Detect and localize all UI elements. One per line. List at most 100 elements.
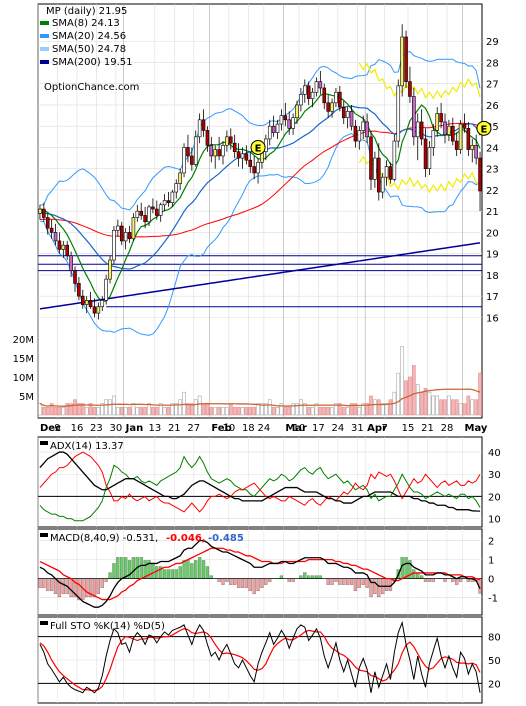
candle-body	[435, 113, 439, 131]
macd-signal-line	[39, 547, 481, 601]
earnings-marker	[250, 139, 266, 155]
macd-histogram-bar	[201, 560, 206, 579]
candle	[213, 145, 217, 169]
candle-body	[466, 128, 471, 150]
volume-bar	[423, 388, 428, 416]
candle-body	[373, 157, 377, 180]
volume-bar	[338, 403, 342, 416]
macd-histogram-bar	[240, 578, 245, 588]
candle	[225, 130, 229, 152]
macd-histogram-bar	[318, 575, 322, 579]
candle-body	[193, 136, 198, 165]
macd-histogram-bar	[384, 578, 389, 591]
volume-bar	[69, 403, 73, 416]
candle	[178, 168, 182, 190]
volume-bar	[450, 399, 455, 416]
candle-body	[96, 306, 101, 314]
candle-body	[77, 283, 81, 297]
macd-signal-label: -0.046,	[166, 533, 206, 544]
volume-bar	[302, 403, 307, 416]
sto-panel-tick-label: 80	[488, 633, 501, 644]
candle	[314, 77, 319, 97]
volume-bar	[443, 399, 447, 416]
candle	[217, 136, 221, 161]
candle-body	[166, 200, 171, 203]
volume-bar	[353, 403, 358, 416]
macd-histogram-bar	[233, 578, 237, 585]
macd-histogram-bar	[377, 578, 381, 598]
volume-bar	[318, 407, 323, 416]
candle	[369, 130, 373, 190]
macd-histogram-bar	[420, 575, 424, 579]
candle	[271, 115, 276, 137]
sto-k-line	[39, 620, 481, 694]
candle	[341, 100, 346, 125]
candle-body	[287, 119, 291, 129]
volume-bar	[186, 403, 190, 416]
macd-histogram-bar	[108, 572, 112, 579]
volume-bar	[100, 403, 105, 416]
macd-histogram-bar	[198, 557, 202, 579]
macd-histogram-bar	[326, 578, 330, 585]
volume-bar	[147, 403, 151, 416]
candle-body	[330, 102, 334, 112]
volume-bar	[306, 407, 311, 416]
candle	[240, 147, 245, 169]
candle-body	[248, 159, 253, 167]
macd-histogram-bar	[92, 578, 97, 598]
candle	[252, 155, 256, 180]
candle-body	[318, 81, 323, 89]
volume-bar	[143, 407, 147, 416]
volume-bar	[158, 403, 163, 416]
macd-histogram-bar	[96, 578, 100, 595]
candle	[49, 219, 54, 239]
candle	[353, 119, 358, 148]
legend-swatch	[40, 21, 49, 25]
macd-histogram-bar	[38, 578, 42, 588]
candle-body	[178, 172, 182, 184]
candle	[388, 162, 393, 184]
macd-histogram-bar	[85, 578, 89, 598]
candle	[147, 204, 151, 227]
candle	[244, 145, 249, 165]
volume-bar	[299, 399, 303, 416]
volume-bar	[205, 403, 210, 416]
volume-bar	[326, 407, 330, 416]
candle	[53, 223, 58, 246]
candle	[61, 240, 66, 258]
volume-bar	[334, 403, 338, 416]
volume-bar	[388, 399, 393, 416]
volume-bar	[151, 407, 155, 416]
volume-bar	[252, 407, 256, 416]
candle-body	[326, 102, 330, 112]
candle-body	[73, 270, 77, 284]
price-tick-label: 27	[486, 80, 499, 91]
macd-histogram-bar	[120, 557, 124, 579]
macd-histogram-bar	[61, 578, 65, 595]
x-tick-label: 16	[71, 423, 84, 434]
legend-entry: SMA(20) 24.56	[52, 31, 126, 42]
candle-body	[252, 166, 256, 174]
volume-bar	[349, 403, 354, 416]
candle-body	[303, 85, 307, 95]
candle-body	[225, 136, 229, 146]
x-tick-label: 23	[90, 423, 103, 434]
candle-body	[392, 140, 397, 180]
macd-histogram-bar	[162, 569, 167, 579]
candle	[454, 132, 459, 156]
volume-bar	[256, 403, 260, 416]
candle	[131, 213, 136, 241]
volume-bar	[415, 384, 420, 416]
x-tick-label: 24	[258, 423, 271, 434]
candle	[287, 111, 291, 135]
macd-histogram-bar	[166, 569, 171, 579]
x-tick-label: 18	[242, 423, 255, 434]
volume-bar	[264, 403, 268, 416]
candle	[38, 204, 42, 220]
candle	[151, 198, 155, 214]
candle-body	[123, 232, 128, 242]
sto-legend-swatch	[40, 621, 48, 625]
candle-body	[244, 153, 249, 161]
candle	[303, 79, 307, 103]
candle	[400, 24, 404, 97]
